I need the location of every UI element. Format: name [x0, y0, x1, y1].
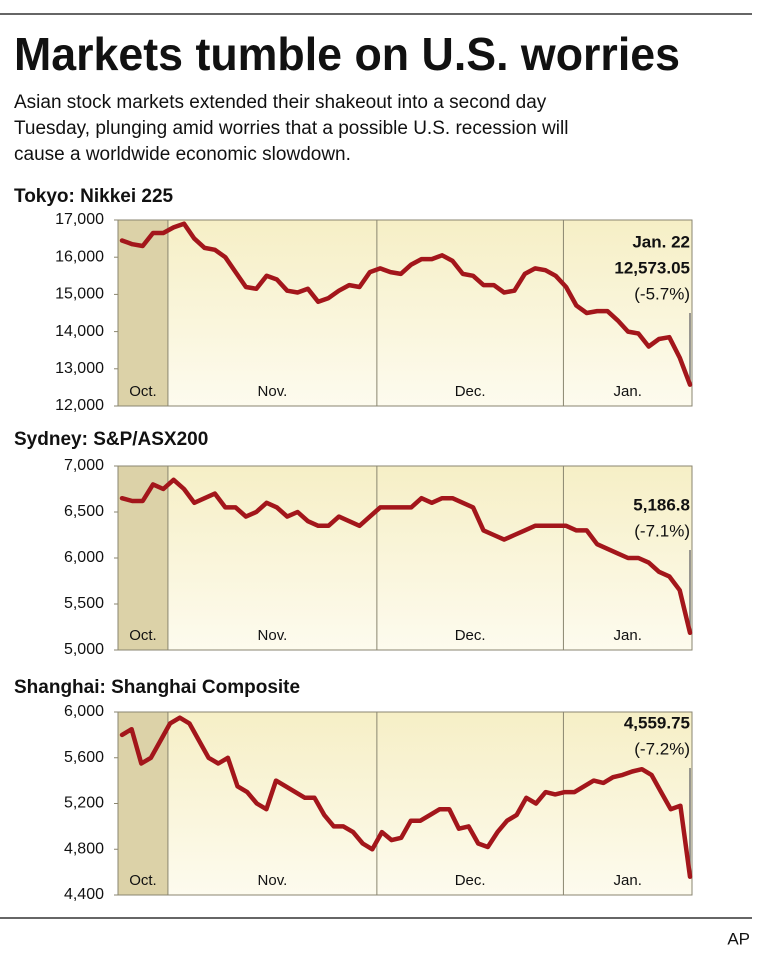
annotation: (-7.2%) [634, 739, 690, 758]
title: Markets tumble on U.S. worries [14, 28, 680, 80]
y-tick-label: 4,400 [64, 886, 104, 903]
month-label: Jan. [614, 627, 642, 644]
month-label: Jan. [614, 872, 642, 889]
y-tick-label: 12,000 [55, 397, 104, 414]
y-tick-label: 5,600 [64, 749, 104, 766]
plot-background [118, 466, 692, 650]
month-label: Jan. [614, 383, 642, 400]
y-tick-label: 5,200 [64, 795, 104, 812]
month-label: Oct. [129, 627, 157, 644]
y-tick-label: 6,000 [64, 703, 104, 720]
panel-title: Sydney: S&P/ASX200 [14, 429, 208, 450]
month-label: Dec. [455, 872, 486, 889]
y-tick-label: 14,000 [55, 323, 104, 340]
y-tick-label: 15,000 [55, 286, 104, 303]
y-tick-label: 5,000 [64, 641, 104, 658]
y-tick-label: 6,000 [64, 549, 104, 566]
month-band [118, 220, 168, 406]
month-label: Dec. [455, 627, 486, 644]
annotation: (-7.1%) [634, 521, 690, 540]
y-tick-label: 17,000 [55, 211, 104, 228]
y-tick-label: 7,000 [64, 457, 104, 474]
panel-title: Shanghai: Shanghai Composite [14, 677, 300, 698]
annotation: 5,186.8 [633, 495, 690, 514]
annotation: Jan. 22 [632, 232, 690, 251]
month-label: Nov. [258, 872, 288, 889]
annotation: 12,573.05 [614, 258, 690, 277]
y-tick-label: 16,000 [55, 248, 104, 265]
annotation: (-5.7%) [634, 284, 690, 303]
y-tick-label: 4,800 [64, 840, 104, 857]
plot-background [118, 712, 692, 895]
subtitle-line: cause a worldwide economic slowdown. [14, 144, 351, 165]
subtitle-line: Asian stock markets extended their shake… [14, 92, 547, 113]
series-line [119, 715, 693, 879]
y-tick-label: 13,000 [55, 360, 104, 377]
subtitle-line: Tuesday, plunging amid worries that a po… [14, 118, 568, 139]
month-label: Nov. [258, 383, 288, 400]
month-label: Oct. [129, 872, 157, 889]
y-tick-label: 6,500 [64, 503, 104, 520]
month-label: Oct. [129, 383, 157, 400]
month-label: Dec. [455, 383, 486, 400]
series-line [119, 221, 693, 387]
plot-frame [117, 219, 693, 407]
month-label: Nov. [258, 627, 288, 644]
annotation: 4,559.75 [624, 713, 690, 732]
y-tick-label: 5,500 [64, 595, 104, 612]
credit: AP [727, 929, 750, 948]
series-line [119, 477, 693, 636]
month-band [118, 466, 168, 650]
panel-title: Tokyo: Nikkei 225 [14, 186, 174, 207]
